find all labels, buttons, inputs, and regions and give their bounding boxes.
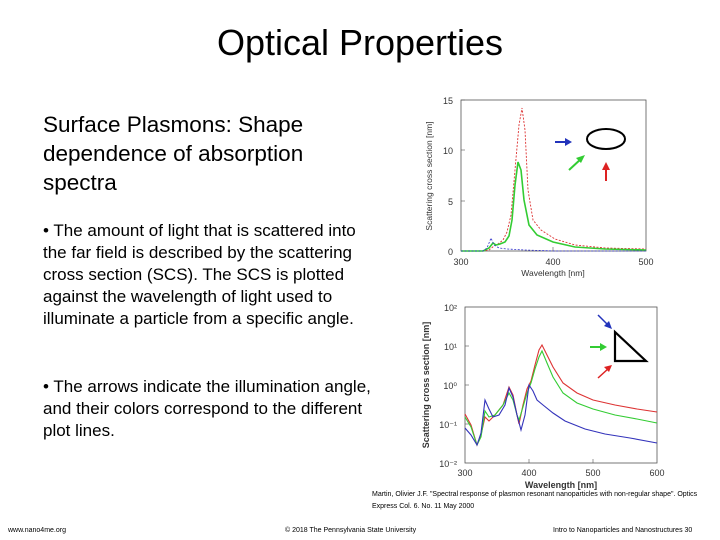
- y-axis-label: Scattering cross section [nm]: [421, 322, 431, 449]
- bullet-scattering: • The amount of light that is scattered …: [43, 221, 356, 328]
- bullet-arrows: • The arrows indicate the illumination a…: [43, 377, 371, 440]
- x-axis-label: Wavelength [nm]: [521, 268, 584, 278]
- x-axis-label: Wavelength [nm]: [525, 480, 597, 490]
- blue-arrow-icon: [597, 314, 612, 329]
- slide-subtitle: Surface Plasmons: Shape dependence of ab…: [43, 112, 304, 195]
- ellipse-shape-icon: [586, 128, 626, 150]
- y-tick: 15: [443, 96, 453, 106]
- y-tick: 10⁰: [443, 381, 457, 391]
- figure-triangle-scs: 10² 10¹ 10⁰ 10⁻¹ 10⁻² 300 400 500 600 Wa…: [421, 303, 665, 490]
- footer-course-page: Intro to Nanoparticles and Nanostructure…: [553, 527, 693, 534]
- x-tick: 300: [457, 468, 472, 478]
- series-red-line: [464, 343, 658, 447]
- y-tick: 10⁻²: [439, 459, 457, 469]
- y-tick: 10¹: [444, 342, 457, 352]
- x-tick: 300: [453, 257, 468, 267]
- green-arrow-icon: [590, 343, 607, 351]
- figure-ellipse-scs: 15 10 5 0 300 400 500 Wavelength [nm] Sc…: [424, 96, 654, 278]
- x-tick: 400: [521, 468, 536, 478]
- slide-title: Optical Properties: [216, 22, 504, 63]
- y-tick: 5: [448, 197, 453, 207]
- x-tick: 500: [638, 257, 653, 267]
- series-blue-line: [464, 383, 658, 447]
- x-tick: 400: [545, 257, 560, 267]
- footer-website: www.nano4me.org: [8, 527, 66, 534]
- figure-citation: Martin, Olivier J.F. "Spectral response …: [372, 491, 698, 510]
- x-tick: 600: [649, 468, 664, 478]
- y-tick: 10: [443, 146, 453, 156]
- footer-copyright: © 2018 The Pennsylvania State University: [285, 527, 417, 534]
- y-tick: 10⁻¹: [439, 420, 457, 430]
- x-tick: 500: [585, 468, 600, 478]
- blue-arrow-icon: [555, 138, 572, 146]
- red-arrow-icon: [597, 365, 612, 379]
- triangle-shape-icon: [613, 329, 649, 363]
- y-tick: 0: [448, 247, 453, 257]
- series-red-line: [461, 107, 647, 252]
- red-arrow-icon: [602, 162, 610, 181]
- y-axis-label: Scattering cross section [nm]: [424, 121, 434, 230]
- series-green-line: [464, 349, 658, 447]
- series-blue-line: [461, 236, 646, 252]
- green-arrow-icon: [568, 155, 585, 171]
- y-tick: 10²: [444, 303, 457, 313]
